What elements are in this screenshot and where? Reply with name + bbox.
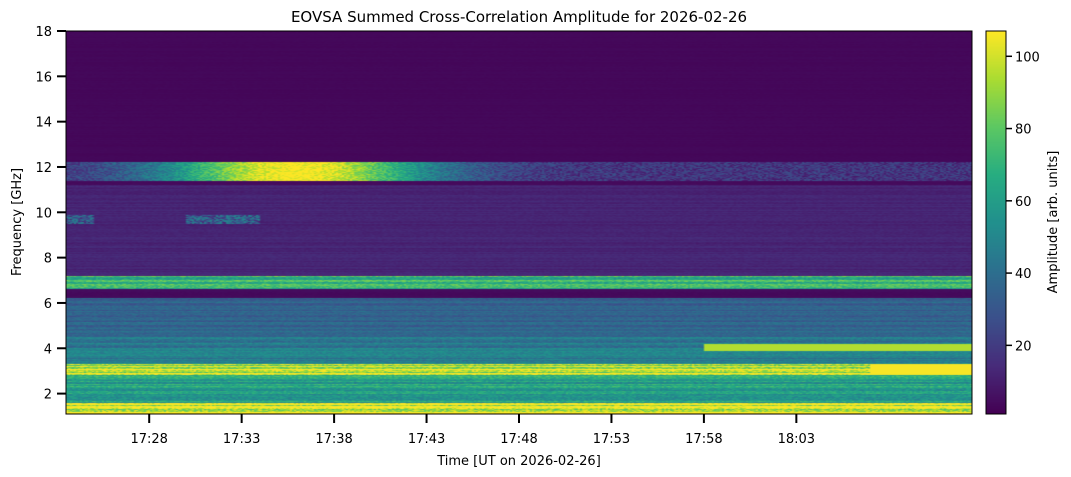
colorbar-label: Amplitude [arb. units] bbox=[1046, 151, 1061, 294]
heatmap-image bbox=[66, 31, 972, 414]
x-axis-label: Time [UT on 2026-02-26] bbox=[436, 454, 601, 469]
colorbar-tick-label: 100 bbox=[1015, 50, 1040, 65]
y-tick-label: 2 bbox=[44, 388, 52, 403]
y-axis-label: Frequency [GHz] bbox=[10, 168, 25, 276]
x-axis: 17:28 17:33 17:38 17:43 17:48 17:53 17:58 18:03 bbox=[130, 414, 815, 447]
chart-title: EOVSA Summed Cross-Correlation Amplitude… bbox=[291, 8, 747, 26]
colorbar: 20 40 60 80 100 Amplitude [arb. units] bbox=[985, 30, 1061, 415]
heatmap-plot-area bbox=[65, 30, 973, 415]
y-tick-label: 14 bbox=[35, 116, 52, 131]
colorbar-frame bbox=[985, 30, 1007, 415]
x-tick-label: 17:53 bbox=[593, 432, 630, 447]
x-tick-label: 18:03 bbox=[778, 432, 815, 447]
colorbar-gradient bbox=[986, 31, 1006, 414]
x-tick-label: 17:28 bbox=[130, 432, 167, 447]
x-tick-label: 17:48 bbox=[500, 432, 537, 447]
y-tick-label: 12 bbox=[35, 161, 52, 176]
y-tick-label: 6 bbox=[44, 297, 52, 312]
y-tick-label: 10 bbox=[35, 206, 52, 221]
y-tick-label: 8 bbox=[44, 252, 52, 267]
y-tick-label: 16 bbox=[35, 70, 52, 85]
y-tick-label: 18 bbox=[35, 25, 52, 40]
x-tick-label: 17:38 bbox=[315, 432, 352, 447]
colorbar-tick-label: 40 bbox=[1015, 267, 1032, 282]
y-tick-label: 4 bbox=[44, 342, 52, 357]
colorbar-tick-label: 20 bbox=[1015, 339, 1032, 354]
y-axis: 2 4 6 8 10 12 14 16 18 bbox=[35, 25, 66, 403]
x-tick-label: 17:43 bbox=[408, 432, 445, 447]
colorbar-tick-label: 80 bbox=[1015, 123, 1032, 138]
x-tick-label: 17:58 bbox=[685, 432, 722, 447]
colorbar-ticks: 20 40 60 80 100 bbox=[1006, 50, 1040, 354]
x-tick-label: 17:33 bbox=[223, 432, 260, 447]
colorbar-tick-label: 60 bbox=[1015, 195, 1032, 210]
